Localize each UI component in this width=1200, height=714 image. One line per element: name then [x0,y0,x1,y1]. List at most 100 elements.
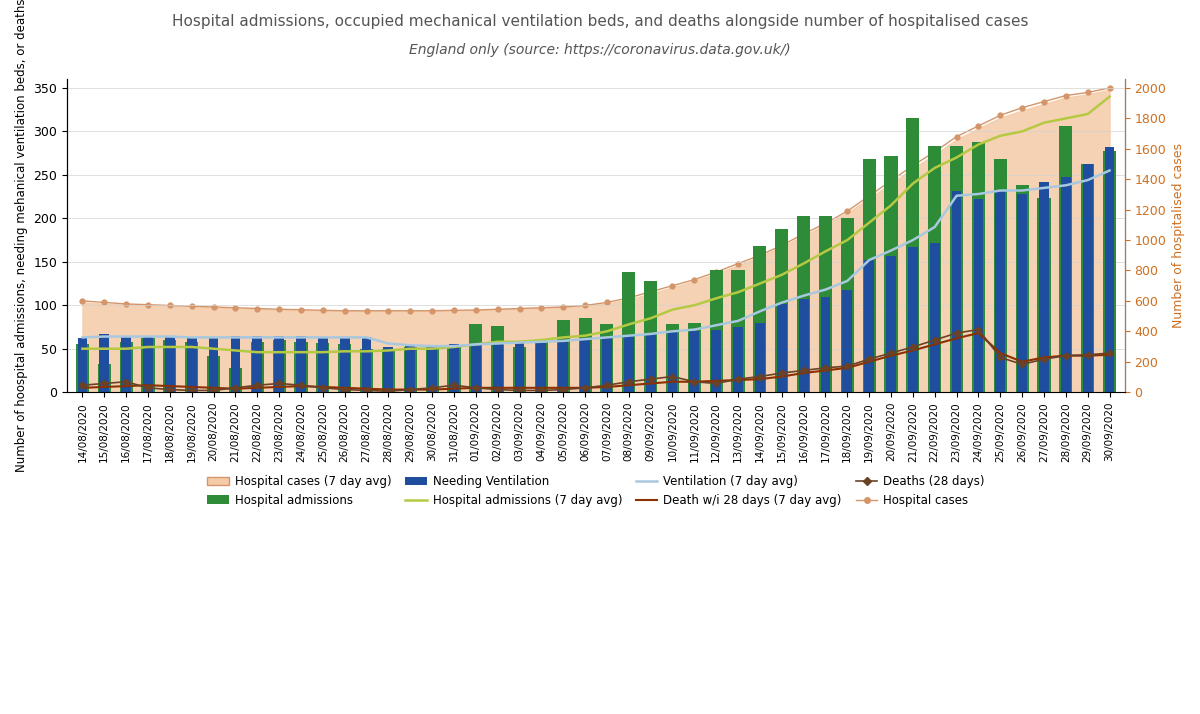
Bar [100,334,109,392]
Bar [644,281,658,392]
Bar [842,291,852,392]
Bar [732,271,745,392]
Bar [209,336,218,392]
Bar [973,199,983,392]
Bar [797,216,810,392]
Bar [928,146,941,392]
Bar [580,338,590,392]
Bar [950,146,964,392]
Bar [818,216,832,392]
Bar [403,347,416,392]
Bar [229,368,242,392]
Bar [384,347,394,392]
Bar [294,342,307,392]
Bar [1060,126,1073,392]
Bar [578,318,592,392]
Bar [469,324,482,392]
Bar [952,191,961,392]
Bar [470,343,481,392]
Bar [667,332,678,392]
Bar [142,338,155,392]
Bar [272,340,286,392]
Bar [427,346,437,392]
Bar [340,336,349,392]
Y-axis label: Number of hoospital admissions, needing mehanical ventilation beds, or deaths: Number of hoospital admissions, needing … [16,0,28,473]
Bar [208,356,220,392]
Bar [754,246,767,392]
Bar [76,344,89,392]
Text: Hospital admissions, occupied mechanical ventilation beds, and deaths alongside : Hospital admissions, occupied mechanical… [172,14,1028,29]
Bar [886,256,896,392]
Bar [275,336,284,392]
Bar [251,342,264,392]
Bar [187,336,197,392]
Bar [491,326,504,392]
Bar [1018,194,1027,392]
Bar [1105,147,1115,392]
Bar [78,338,88,392]
Bar [360,348,373,392]
Bar [995,191,1006,392]
Bar [1103,151,1116,392]
Bar [841,218,854,392]
Bar [558,340,568,392]
Bar [863,159,876,392]
Bar [755,323,764,392]
Bar [666,324,679,392]
Bar [776,303,787,392]
Bar [600,324,613,392]
Legend: Hospital cases (7 day avg), Hospital admissions, Needing Ventilation, Hospital a: Hospital cases (7 day avg), Hospital adm… [203,470,989,511]
Bar [512,347,526,392]
Bar [536,340,546,392]
Bar [908,247,918,392]
Bar [361,336,372,392]
Bar [317,343,329,392]
Bar [712,330,721,392]
Bar [252,336,262,392]
Bar [426,346,439,392]
Bar [97,364,110,392]
Bar [602,336,612,392]
Bar [624,336,634,392]
Bar [535,342,548,392]
Bar [1081,164,1094,392]
Bar [230,336,240,392]
Bar [972,142,985,392]
Bar [449,344,458,392]
Bar [1082,164,1093,392]
Bar [884,156,898,392]
Y-axis label: Number of hospitalised cases: Number of hospitalised cases [1172,144,1186,328]
Bar [1038,198,1050,392]
Bar [185,342,198,392]
Bar [338,344,352,392]
Bar [121,336,131,392]
Bar [775,228,788,392]
Bar [799,299,809,392]
Bar [994,159,1007,392]
Bar [163,340,176,392]
Bar [1039,182,1049,392]
Bar [120,342,133,392]
Text: England only (source: https://coronavirus.data.gov.uk/): England only (source: https://coronaviru… [409,43,791,57]
Bar [864,260,874,392]
Bar [690,331,700,392]
Bar [382,348,395,392]
Bar [318,336,328,392]
Bar [733,327,743,392]
Bar [406,346,415,392]
Bar [930,243,940,392]
Bar [448,346,461,392]
Bar [493,342,503,392]
Bar [1061,178,1070,392]
Bar [296,336,306,392]
Bar [709,271,722,392]
Bar [557,320,570,392]
Bar [688,323,701,392]
Bar [623,272,635,392]
Bar [646,334,655,392]
Bar [143,336,152,392]
Bar [1015,186,1028,392]
Bar [164,336,175,392]
Bar [906,119,919,392]
Bar [515,341,524,392]
